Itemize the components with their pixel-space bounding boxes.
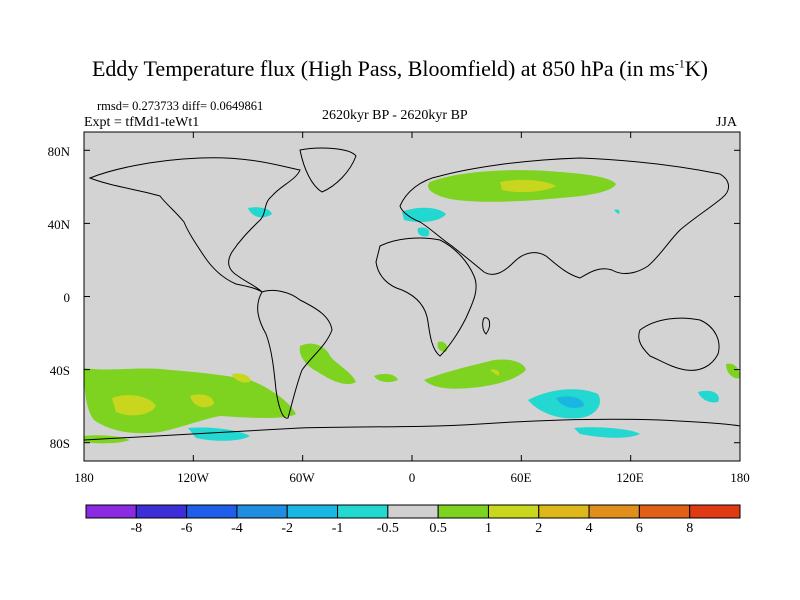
- contour-nz-positive: [726, 363, 740, 379]
- colorbar-swatch: [437, 504, 489, 519]
- lon-label-180e: 180: [730, 470, 750, 485]
- contour-eurasia-strong: [500, 179, 556, 193]
- colorbar-label: 4: [585, 521, 593, 536]
- contour-antarctic-negative-strong: [556, 396, 584, 408]
- contour-southpacific-strong-2: [190, 394, 214, 408]
- colorbar-label: -4: [231, 521, 243, 536]
- contour-antarctic-positive: [84, 435, 130, 444]
- experiment-label: Expt = tfMd1-teWt1: [84, 115, 200, 130]
- axis-ticks: [83, 132, 741, 461]
- contour-indian-positive: [424, 359, 526, 389]
- contour-wind-positive: [232, 373, 251, 383]
- colorbar-label: -8: [130, 521, 143, 536]
- colorbar-label: -2: [281, 521, 294, 536]
- colorbar-swatch: [135, 504, 188, 519]
- contour-sindian-positive-2: [374, 373, 398, 383]
- contour-southatlantic-positive: [299, 343, 356, 385]
- contour-mediterranean-negative: [417, 227, 430, 237]
- colorbar-swatch: [286, 504, 339, 519]
- colorbar-label: -0.5: [376, 521, 399, 536]
- lon-label-0: 0: [408, 470, 416, 485]
- colorbar-label: 8: [686, 521, 694, 536]
- anomaly-contours: [84, 170, 740, 444]
- colorbar-label: 1: [484, 521, 492, 536]
- coast-north-america: [88, 157, 301, 293]
- lat-label-80n: 80N: [47, 144, 70, 159]
- colorbar-swatch: [689, 504, 741, 519]
- colorbar-swatch: [387, 504, 439, 519]
- colorbar-label: 2: [535, 521, 543, 536]
- contour-southpacific-positive: [84, 368, 296, 434]
- chart-title: Eddy Temperature flux (High Pass, Bloomf…: [91, 56, 708, 81]
- season-label: JJA: [716, 115, 738, 130]
- contour-antarctic-negative-2: [574, 427, 640, 438]
- coast-eurasia: [399, 157, 729, 279]
- colorbar-swatch: [85, 504, 137, 519]
- coast-antarctica: [84, 418, 740, 441]
- lon-label-60e: 60E: [510, 470, 532, 485]
- coastlines: [84, 147, 740, 441]
- coast-greenland: [299, 147, 357, 193]
- lat-label-0: 0: [63, 290, 71, 305]
- colorbar-swatch: [487, 504, 540, 519]
- colorbar-label: 6: [635, 521, 643, 536]
- lon-label-120w: 120W: [177, 470, 209, 485]
- coast-south-america: [257, 289, 333, 419]
- contour-ross-negative: [188, 427, 250, 441]
- contour-greatlakes-negative: [248, 207, 272, 218]
- lon-label-120e: 120E: [616, 470, 644, 485]
- lon-label-60w: 60W: [289, 470, 315, 485]
- contour-southpacific-strong: [112, 395, 156, 416]
- colorbar-swatch: [186, 504, 238, 519]
- colorbar-swatch: [236, 504, 288, 519]
- colorbar-label: -6: [180, 521, 193, 536]
- colorbar-label: -1: [331, 521, 344, 536]
- lat-label-40s: 40S: [49, 363, 70, 378]
- coast-africa: [375, 237, 477, 357]
- colorbar-label: 0.5: [429, 521, 447, 536]
- lon-label-180w: 180: [74, 470, 94, 485]
- contour-safrica-positive: [437, 341, 448, 352]
- contour-central-asia-negative: [614, 209, 620, 214]
- lat-label-40n: 40N: [47, 217, 70, 232]
- colorbar: [85, 504, 741, 519]
- lat-label-80s: 80S: [49, 436, 70, 451]
- period-label: 2620kyr BP - 2620kyr BP: [322, 108, 468, 123]
- rmsd-label: rmsd= 0.273733 diff= 0.0649861: [97, 99, 264, 113]
- coast-australia: [638, 317, 720, 371]
- contour-indian-strong: [490, 369, 500, 376]
- colorbar-swatch: [538, 504, 590, 519]
- coast-madagascar: [482, 317, 491, 335]
- contour-tasman-negative: [698, 390, 719, 403]
- colorbar-swatch: [588, 504, 640, 519]
- colorbar-swatch: [337, 504, 389, 519]
- colorbar-swatch: [638, 504, 691, 519]
